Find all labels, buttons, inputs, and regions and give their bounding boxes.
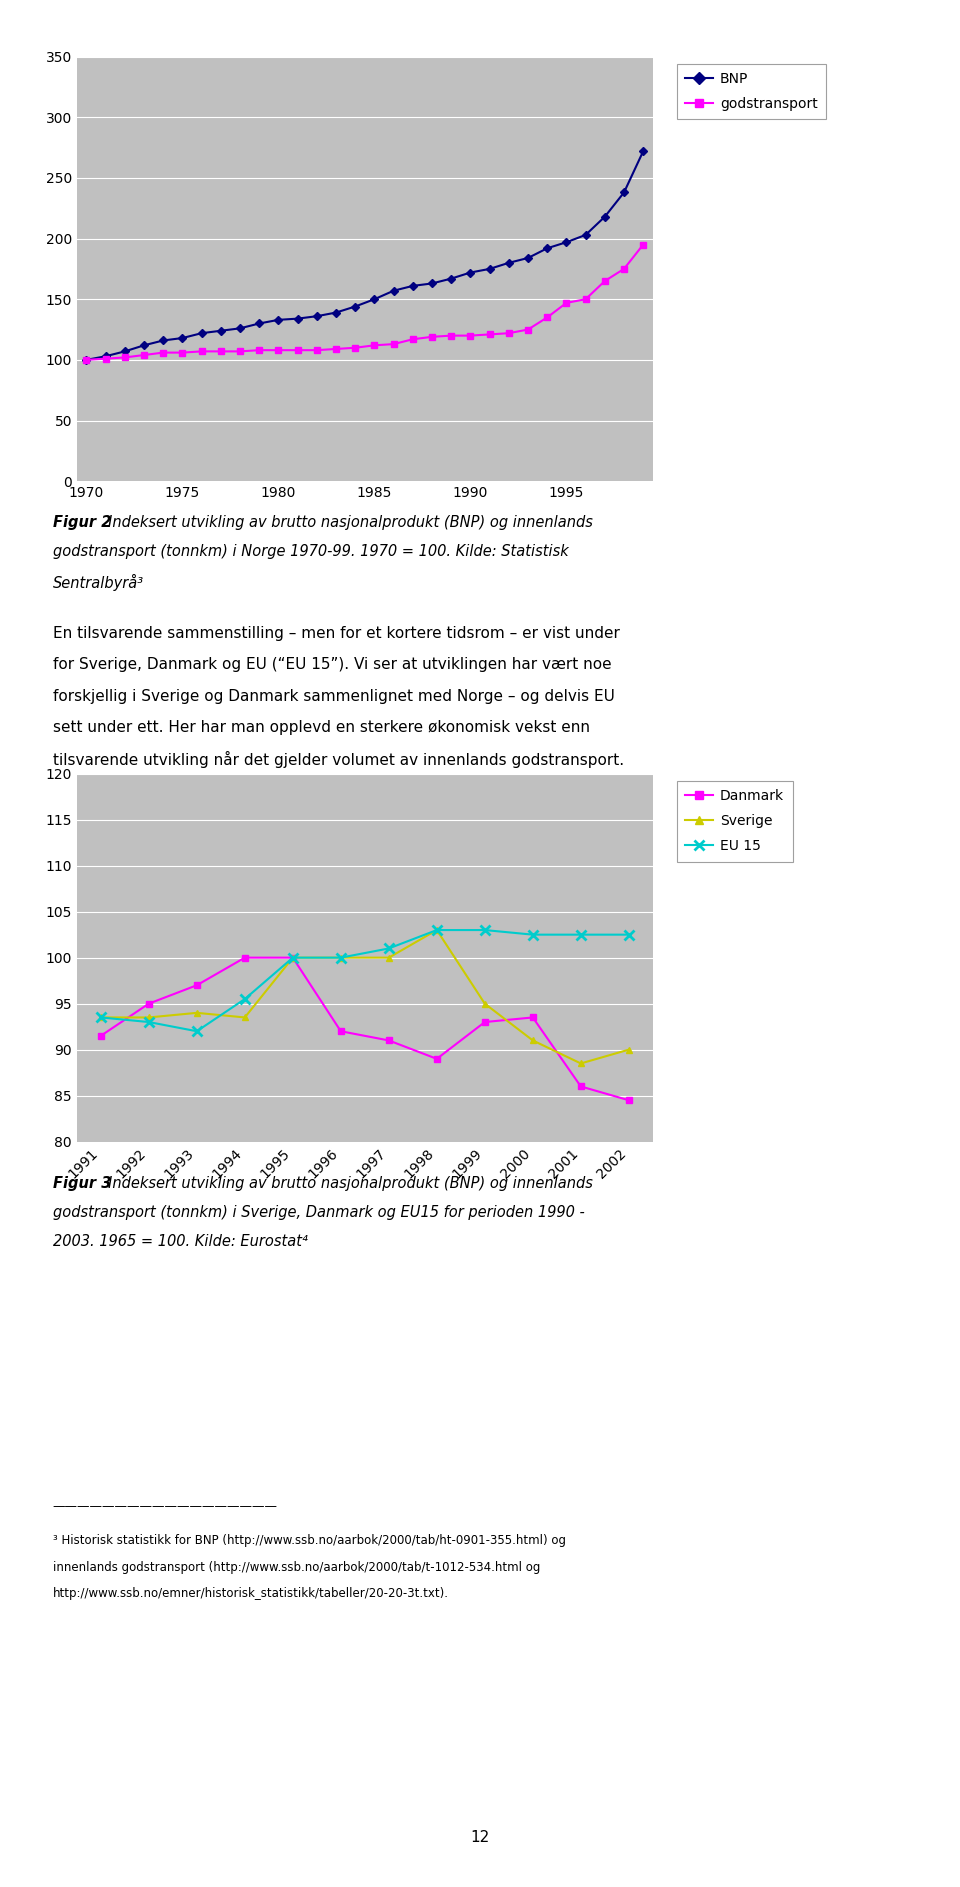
Text: forskjellig i Sverige og Danmark sammenlignet med Norge – og delvis EU: forskjellig i Sverige og Danmark sammenl…: [53, 689, 614, 704]
Text: http://www.ssb.no/emner/historisk_statistikk/tabeller/20-20-3t.txt).: http://www.ssb.no/emner/historisk_statis…: [53, 1587, 449, 1600]
Text: Indeksert utvikling av brutto nasjonalprodukt (BNP) og innenlands: Indeksert utvikling av brutto nasjonalpr…: [108, 1176, 592, 1191]
Text: godstransport (tonnkm) i Norge 1970-99. 1970 = 100. Kilde: Statistisk: godstransport (tonnkm) i Norge 1970-99. …: [53, 543, 568, 559]
Legend: BNP, godstransport: BNP, godstransport: [677, 64, 827, 119]
Text: ³ Historisk statistikk for BNP (http://www.ssb.no/aarbok/2000/tab/ht-0901-355.ht: ³ Historisk statistikk for BNP (http://w…: [53, 1534, 565, 1547]
Text: Indeksert utvikling av brutto nasjonalprodukt (BNP) og innenlands: Indeksert utvikling av brutto nasjonalpr…: [108, 515, 592, 530]
Text: innenlands godstransport (http://www.ssb.no/aarbok/2000/tab/t-1012-534.html og: innenlands godstransport (http://www.ssb…: [53, 1561, 540, 1574]
Text: 2003. 1965 = 100. Kilde: Eurostat⁴: 2003. 1965 = 100. Kilde: Eurostat⁴: [53, 1234, 307, 1249]
Legend: Danmark, Sverige, EU 15: Danmark, Sverige, EU 15: [677, 781, 793, 862]
Text: tilsvarende utvikling når det gjelder volumet av innenlands godstransport.: tilsvarende utvikling når det gjelder vo…: [53, 751, 624, 768]
Text: sett under ett. Her har man opplevd en sterkere økonomisk vekst enn: sett under ett. Her har man opplevd en s…: [53, 719, 589, 734]
Text: Sentralbyrå³: Sentralbyrå³: [53, 574, 144, 591]
Text: En tilsvarende sammenstilling – men for et kortere tidsrom – er vist under: En tilsvarende sammenstilling – men for …: [53, 626, 619, 642]
Text: godstransport (tonnkm) i Sverige, Danmark og EU15 for perioden 1990 -: godstransport (tonnkm) i Sverige, Danmar…: [53, 1206, 585, 1219]
Text: for Sverige, Danmark og EU (“EU 15”). Vi ser at utviklingen har vært noe: for Sverige, Danmark og EU (“EU 15”). Vi…: [53, 657, 612, 672]
Text: Figur 2: Figur 2: [53, 515, 116, 530]
Text: Figur 3: Figur 3: [53, 1176, 116, 1191]
Text: ——————————————————: ——————————————————: [53, 1500, 277, 1513]
Text: 12: 12: [470, 1830, 490, 1845]
